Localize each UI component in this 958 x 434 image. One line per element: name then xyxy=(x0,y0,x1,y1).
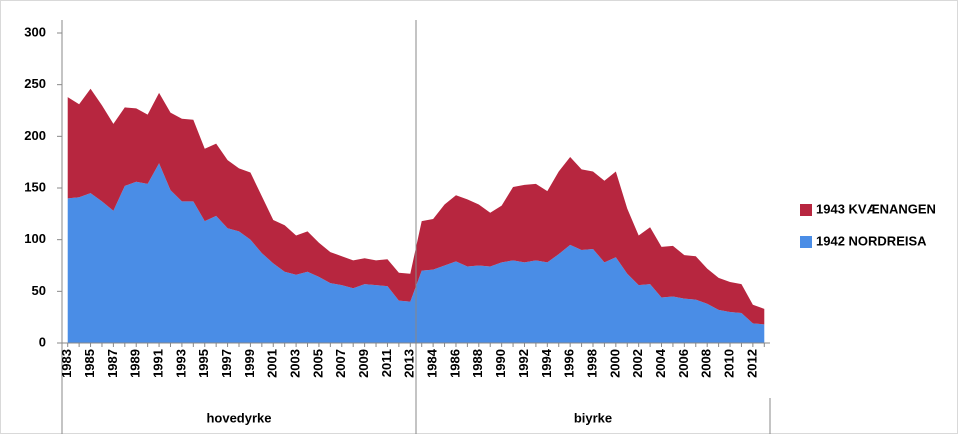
x-tick-label: 1987 xyxy=(105,349,120,378)
y-tick-label: 150 xyxy=(24,179,46,194)
y-tick-label: 0 xyxy=(39,334,46,349)
x-tick-label: 2009 xyxy=(356,349,371,378)
legend-swatch xyxy=(800,204,812,216)
x-tick-label: 2012 xyxy=(744,349,759,378)
x-tick-label: 1997 xyxy=(219,349,234,378)
x-tick-label: 2002 xyxy=(630,349,645,378)
x-tick-label: 1995 xyxy=(196,349,211,378)
x-tick-label: 1994 xyxy=(539,348,554,378)
x-tick-label: 1985 xyxy=(82,349,97,378)
x-tick-label: 1998 xyxy=(584,349,599,378)
legend-label: 1942 NORDREISA xyxy=(816,233,927,248)
group-label: hovedyrke xyxy=(206,410,271,425)
x-tick-label: 1993 xyxy=(173,349,188,378)
x-tick-label: 2008 xyxy=(699,349,714,378)
x-tick-label: 2005 xyxy=(310,349,325,378)
x-tick-label: 1989 xyxy=(128,349,143,378)
y-tick-label: 50 xyxy=(32,283,46,298)
x-tick-label: 2013 xyxy=(402,349,417,378)
legend-swatch xyxy=(800,236,812,248)
x-tick-label: 1986 xyxy=(447,349,462,378)
x-tick-label: 1999 xyxy=(242,349,257,378)
x-tick-label: 2000 xyxy=(607,349,622,378)
x-tick-label: 2006 xyxy=(676,349,691,378)
x-tick-label: 1983 xyxy=(59,349,74,378)
x-tick-label: 2007 xyxy=(333,349,348,378)
x-tick-label: 2010 xyxy=(721,349,736,378)
area xyxy=(67,163,765,343)
legend-label: 1943 KVÆNANGEN xyxy=(816,201,936,216)
x-tick-label: 1984 xyxy=(425,348,440,378)
y-tick-label: 300 xyxy=(24,24,46,39)
y-tick-label: 200 xyxy=(24,128,46,143)
x-tick-label: 1988 xyxy=(470,349,485,378)
x-tick-label: 2003 xyxy=(288,349,303,378)
x-tick-label: 2004 xyxy=(653,348,668,378)
x-tick-label: 1992 xyxy=(516,349,531,378)
x-tick-label: 2011 xyxy=(379,349,394,377)
x-tick-label: 1996 xyxy=(562,349,577,378)
x-tick-label: 1991 xyxy=(151,349,166,378)
x-tick-label: 1990 xyxy=(493,349,508,378)
group-label: biyrke xyxy=(574,410,612,425)
y-tick-label: 100 xyxy=(24,231,46,246)
y-tick-label: 250 xyxy=(24,76,46,91)
x-tick-label: 2001 xyxy=(265,349,280,378)
